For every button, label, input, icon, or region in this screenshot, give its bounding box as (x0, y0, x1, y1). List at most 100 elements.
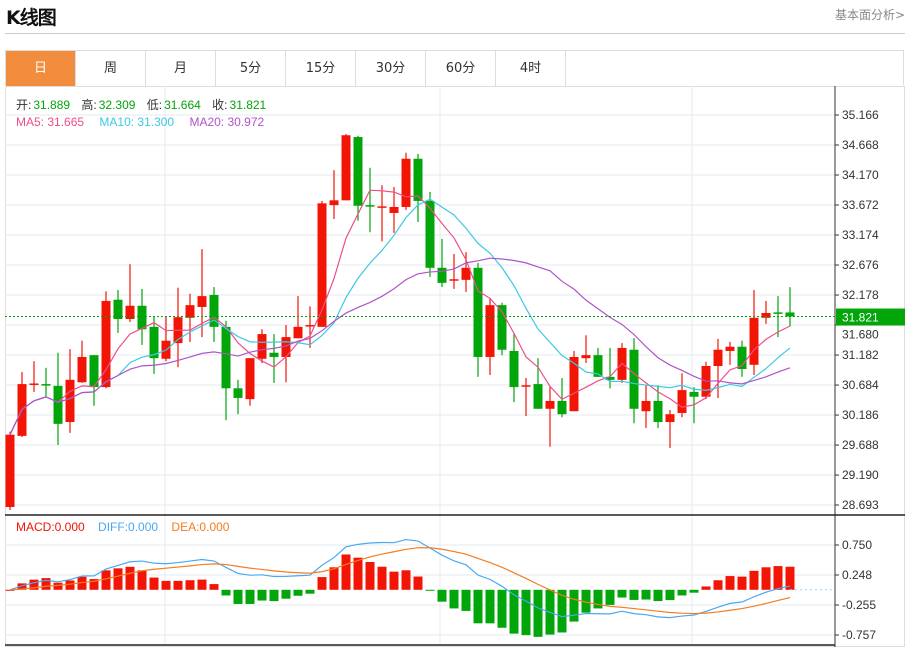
macd-bar (41, 578, 51, 590)
current-price-label: 31.821 (842, 311, 879, 325)
candle-up (713, 349, 723, 367)
candle-up (569, 356, 579, 412)
macd-bar (413, 576, 423, 590)
tab-1[interactable]: 周 (76, 51, 146, 86)
macd-bar (773, 566, 783, 590)
macd-bar (713, 580, 723, 590)
macd-bar (173, 580, 183, 590)
macd-bar (689, 589, 699, 593)
candle-up (461, 267, 471, 280)
fundamental-analysis-link[interactable]: 基本面分析> (834, 8, 905, 22)
candle-up (449, 279, 459, 281)
ma5-line (9, 189, 791, 435)
candle-down (437, 267, 447, 283)
macd-tick-label: -0.757 (842, 628, 876, 642)
ma10-line (9, 198, 791, 435)
macd-bar (605, 589, 615, 605)
candle-up (389, 206, 399, 213)
candle-up (341, 135, 351, 201)
high-value: 32.309 (98, 98, 136, 112)
candle-up (29, 383, 39, 385)
candle-down (233, 388, 243, 398)
macd-bar (341, 554, 351, 590)
candle-up (281, 337, 291, 357)
tab-0[interactable]: 日 (6, 51, 76, 86)
candle-up (485, 305, 495, 357)
low-label: 低: (146, 98, 163, 112)
macd-bar (473, 589, 483, 624)
candle-down (557, 400, 567, 415)
candle-down (149, 326, 159, 359)
macd-bar (53, 582, 63, 590)
macd-bar (17, 583, 27, 590)
price-tick-label: 33.174 (842, 228, 879, 242)
macd-bar (557, 589, 567, 633)
candle-down (605, 376, 615, 380)
candle-down (41, 384, 51, 386)
ma5-value: MA5: 31.665 (16, 115, 85, 129)
candle-down (353, 137, 363, 206)
macd-bar (497, 589, 507, 628)
candle-up (401, 158, 411, 207)
macd-bar (641, 589, 651, 600)
ohlc-legend: 开: 31.889 高: 32.309 低: 31.664 收: 31.821 (16, 96, 268, 113)
macd-bar (353, 557, 363, 590)
macd-bar (5, 589, 15, 591)
kline-chart[interactable]: 35.166 34.668 34.170 33.672 33.174 32.676 32.1… (5, 86, 905, 647)
chart-canvas[interactable]: 35.166 34.668 34.170 33.672 33.174 32.676 32.1… (5, 86, 905, 647)
tab-2[interactable]: 月 (146, 51, 216, 86)
current-price-badge (836, 308, 905, 326)
macd-bar (29, 579, 39, 590)
macd-bar (785, 566, 795, 590)
candle-down (785, 312, 795, 317)
macd-bar (209, 584, 219, 590)
macd-bar (761, 567, 771, 590)
tab-5[interactable]: 30分 (356, 51, 426, 86)
tab-7[interactable]: 4时 (496, 51, 566, 86)
candle-down (473, 267, 483, 357)
dea-value: DEA:0.000 (171, 520, 230, 534)
ma10-value: MA10: 31.300 (99, 115, 175, 129)
close-value: 31.821 (229, 98, 267, 112)
candle-up (125, 305, 135, 320)
macd-bar (401, 570, 411, 590)
candle-up (5, 434, 15, 507)
macd-bar (77, 576, 87, 590)
macd-bar (677, 589, 687, 596)
macd-bar (581, 589, 591, 613)
candle-up (101, 300, 111, 388)
tab-3[interactable]: 5分 (216, 51, 286, 86)
macd-bar (389, 571, 399, 590)
candle-up (641, 400, 651, 412)
price-tick-label: 30.684 (842, 378, 879, 392)
candle-down (629, 349, 639, 409)
macd-bar (317, 577, 327, 590)
macd-bar (257, 589, 267, 601)
macd-bar (425, 589, 435, 591)
macd-bar (185, 580, 195, 590)
macd-bar (329, 567, 339, 590)
page-title: K线图 (6, 7, 57, 29)
candle-down (689, 391, 699, 397)
macd-bar (701, 586, 711, 590)
divider (5, 33, 905, 34)
macd-bar (461, 589, 471, 611)
candle-up (521, 385, 531, 387)
tab-6[interactable]: 60分 (426, 51, 496, 86)
price-tick-label: 29.190 (842, 468, 879, 482)
candle-up (545, 400, 555, 409)
candle-up (317, 203, 327, 327)
macd-bar (221, 589, 231, 596)
candle-up (329, 200, 339, 206)
macd-bar (101, 570, 111, 590)
tab-4[interactable]: 15分 (286, 51, 356, 86)
macd-bar (521, 589, 531, 636)
macd-bar (653, 589, 663, 602)
high-label: 高: (81, 98, 97, 112)
candle-down (413, 158, 423, 201)
price-tick-label: 33.672 (842, 198, 879, 212)
macd-bar (749, 570, 759, 590)
macd-legend: MACD:0.000 DIFF:0.000 DEA:0.000 (16, 520, 231, 534)
macd-bar (629, 589, 639, 600)
candle-down (593, 355, 603, 377)
